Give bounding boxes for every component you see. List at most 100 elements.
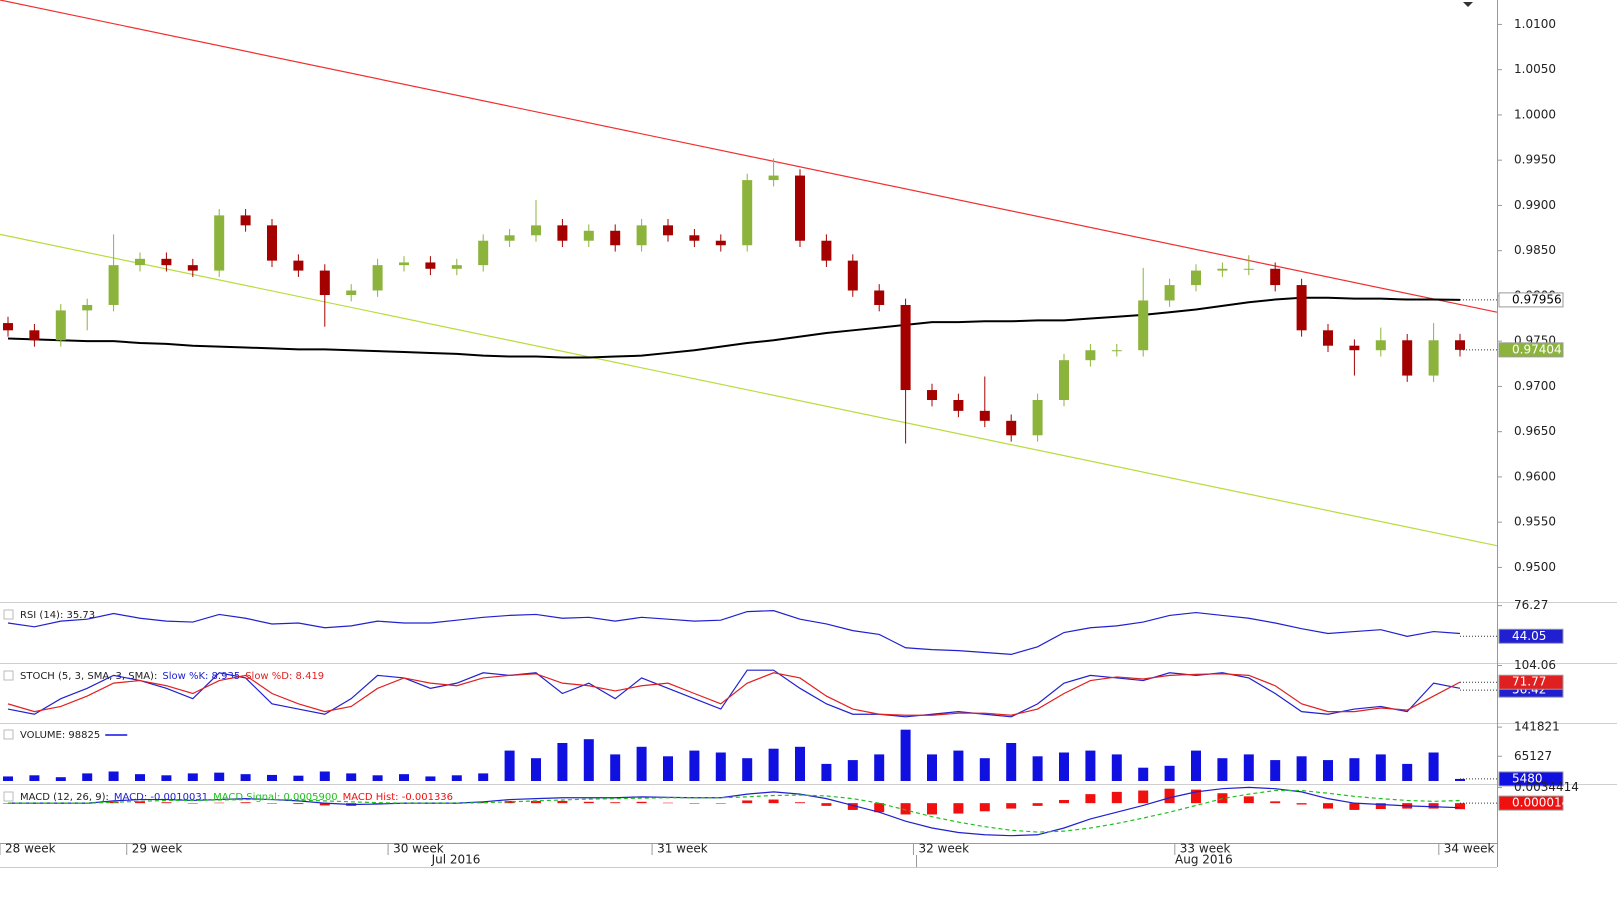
candle-body	[583, 230, 594, 241]
candle-body	[557, 225, 568, 241]
volume-bar	[161, 775, 172, 781]
candle-body	[319, 270, 330, 296]
macd-hist-bar	[689, 803, 700, 804]
candle-body	[451, 265, 462, 269]
y-tick-label: 0.9650	[1514, 424, 1556, 438]
volume-bar	[135, 774, 145, 781]
volume-bar	[214, 772, 225, 781]
volume-bar	[663, 756, 673, 781]
panel-icon	[3, 609, 14, 620]
volume-bar	[319, 771, 330, 781]
candle-body	[504, 235, 515, 241]
macd-hist-bar	[1349, 803, 1360, 810]
legend-entry: MACD: -0.0010031	[114, 792, 208, 803]
candle-body	[953, 400, 964, 411]
volume-bar	[557, 743, 568, 781]
legend-entry: MACD Signal: 0.0005900	[213, 792, 338, 803]
panel-icon	[3, 791, 14, 802]
candle-body	[346, 290, 357, 296]
volume-bar	[504, 750, 515, 781]
volume-bar	[1323, 760, 1333, 781]
candle-body	[82, 304, 93, 311]
volume-bar	[1455, 778, 1465, 781]
volume-bar	[29, 775, 40, 781]
candle-body	[636, 225, 647, 246]
marker-box	[1498, 771, 1564, 787]
y-tick-label: 1.0100	[1514, 17, 1556, 31]
y-tick-label: 0.9850	[1514, 243, 1556, 257]
candle-body	[108, 265, 119, 305]
candle-body	[715, 240, 726, 246]
x-tick-label: 30 week	[393, 842, 444, 856]
candle-body	[1085, 350, 1096, 361]
marker-label: 0.0000143	[1512, 796, 1577, 810]
candle-body	[267, 225, 277, 261]
macd-hist-bar	[1085, 794, 1096, 804]
macd-hist-bar	[1296, 803, 1307, 805]
volume-bar	[1296, 756, 1307, 781]
candle-body	[214, 215, 225, 271]
trend-line	[0, 0, 1498, 313]
volume-bar	[742, 758, 753, 781]
candle-body	[478, 240, 489, 266]
macd-hist-bar	[1191, 789, 1201, 804]
candle-body	[399, 262, 409, 266]
legend-entry: Slow %D: 8.419	[245, 671, 324, 682]
macd-hist-bar	[1138, 790, 1149, 804]
candle-body	[1375, 340, 1386, 351]
menu-arrow[interactable]	[1463, 2, 1473, 7]
macd-hist-bar	[478, 802, 489, 804]
volume-bar	[953, 750, 964, 781]
marker-label: 0.97956	[1512, 292, 1562, 306]
macd-hist-bar	[900, 803, 911, 815]
macd-hist-bar	[557, 800, 568, 804]
macd-hist-bar	[293, 803, 304, 805]
y-tick-label: 0.9500	[1514, 560, 1556, 574]
y-tick-label: 0.9700	[1514, 379, 1556, 393]
volume-bar	[636, 746, 647, 781]
candle-body	[531, 225, 541, 236]
macd-hist-bar	[874, 803, 885, 813]
volume-bar	[1006, 743, 1017, 781]
volume-bar	[1217, 758, 1228, 781]
panel-title: VOLUME: 98825	[20, 730, 100, 741]
volume-bar	[1402, 763, 1413, 781]
macd-hist-bar	[1032, 803, 1043, 806]
macd-hist-bar	[1164, 788, 1175, 804]
volume-bar	[346, 773, 357, 781]
marker-box	[1498, 628, 1564, 644]
candle-body	[1243, 268, 1254, 270]
macd-hist-bar	[1428, 803, 1439, 809]
volume-bar	[425, 776, 436, 781]
candle-body	[161, 258, 172, 266]
volume-bar	[478, 773, 489, 781]
y-tick-label: 0.9900	[1514, 198, 1556, 212]
macd-hist-bar	[768, 799, 779, 804]
volume-bar	[3, 776, 13, 781]
candle-body	[1138, 300, 1149, 351]
series-line	[7, 296, 1461, 359]
marker-box	[1498, 674, 1564, 690]
volume-bar	[372, 775, 383, 781]
y-tick-label: 65127	[1514, 749, 1552, 763]
marker-label: 5480	[1512, 771, 1543, 785]
macd-hist-bar	[319, 803, 330, 806]
volume-bar	[1138, 767, 1149, 781]
candle-body	[821, 240, 832, 261]
candle-body	[795, 175, 805, 241]
y-tick-label: 141821	[1514, 720, 1560, 734]
volume-bar	[874, 754, 885, 781]
marker-box	[1498, 342, 1564, 358]
series-line	[8, 786, 1461, 837]
volume-bar	[240, 774, 251, 781]
volume-bar	[531, 758, 541, 781]
candle-body	[610, 230, 621, 246]
x-tick-label: 28 week	[5, 842, 56, 856]
volume-bar	[399, 774, 409, 781]
candle-body	[1402, 340, 1413, 376]
candle-body	[1006, 420, 1017, 436]
candle-body	[135, 258, 145, 266]
candle-body	[1428, 340, 1439, 376]
volume-bar	[768, 748, 779, 781]
